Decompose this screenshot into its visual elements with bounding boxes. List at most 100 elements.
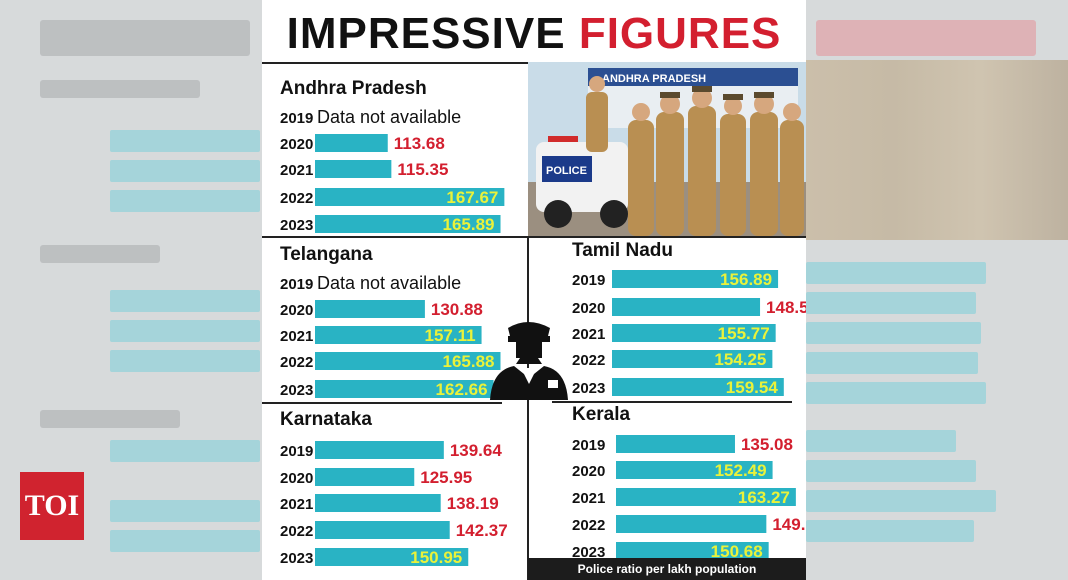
year-label: 2023: [280, 382, 313, 399]
data-label: 150.68: [711, 542, 763, 561]
bar: [315, 160, 392, 178]
police-officer-icon: [490, 322, 568, 400]
year-label: 2019: [572, 272, 605, 289]
bar: [315, 188, 505, 206]
infographic-title: IMPRESSIVE FIGURES: [262, 6, 806, 62]
bar: [616, 461, 773, 479]
bar: [315, 134, 388, 152]
panel-title: Karnataka: [280, 409, 372, 430]
year-label: 2022: [572, 352, 605, 369]
data-label: 142.37: [456, 521, 508, 540]
data-label: 167.67: [446, 188, 498, 207]
year-label: 2022: [572, 517, 605, 534]
bar: [616, 542, 769, 560]
bar: [612, 270, 779, 288]
bar: [315, 326, 482, 344]
panel-divider-left-1: [262, 236, 528, 238]
year-label: 2021: [280, 162, 313, 179]
data-label: 149.60: [772, 515, 806, 534]
panel-divider-right-2: [552, 401, 792, 403]
year-label: 2020: [280, 302, 313, 319]
data-label: 130.88: [431, 300, 483, 319]
year-label: 2020: [280, 470, 313, 487]
panel-karnataka: Karnataka 2019 139.64 2020 125.95 2021 138.19 2…: [280, 409, 508, 567]
year-label: 2021: [572, 326, 605, 343]
year-label: 2020: [572, 463, 605, 480]
data-label: 148.54: [766, 298, 806, 317]
vehicle-sign: POLICE: [546, 165, 587, 177]
year-label: 2019: [280, 443, 313, 460]
bar: [612, 298, 761, 316]
bar: [315, 494, 441, 512]
title-part-2: FIGURES: [578, 9, 782, 58]
year-label: 2020: [280, 136, 313, 153]
title-part-1: IMPRESSIVE: [286, 9, 566, 58]
bar: [315, 441, 444, 459]
bar: [315, 521, 450, 539]
data-label: 155.77: [718, 324, 770, 343]
year-label: 2023: [280, 217, 313, 234]
year-label: 2020: [572, 300, 605, 317]
panel-divider-right-1: [528, 236, 806, 238]
year-label: 2022: [280, 523, 313, 540]
panel-divider-vertical: [527, 236, 529, 580]
data-label: 125.95: [420, 468, 472, 487]
panel-andhra-pradesh: Andhra Pradesh 2019 Data not available2020…: [280, 78, 505, 234]
building-sign: ANDHRA PRADESH: [602, 73, 706, 85]
year-label: 2022: [280, 354, 313, 371]
data-label: 139.64: [450, 441, 503, 460]
panel-title: Telangana: [280, 244, 373, 265]
police-photo: ANDHRA PRADESH POLICE: [528, 62, 806, 236]
panel-title: Andhra Pradesh: [280, 78, 427, 99]
bar: [315, 215, 501, 233]
data-label: 157.11: [424, 326, 475, 345]
year-label: 2021: [280, 496, 313, 513]
bar: [616, 488, 796, 506]
bar: [315, 352, 501, 370]
bar: [612, 378, 784, 396]
year-label: 2019: [280, 276, 313, 293]
panel-title: Tamil Nadu: [572, 240, 673, 261]
data-label: 163.27: [738, 488, 790, 507]
data-label: 138.19: [447, 494, 499, 513]
data-label: 156.89: [720, 270, 772, 289]
year-label: 2023: [572, 380, 605, 397]
year-label: 2021: [280, 328, 313, 345]
bar: [616, 515, 767, 533]
infographic-card: IMPRESSIVE FIGURES ANDHRA PRADESH POLICE: [262, 0, 806, 580]
blurred-background-right: [806, 0, 1068, 580]
year-label: 2021: [572, 490, 605, 507]
data-label: 162.66: [436, 380, 488, 399]
bar: [612, 324, 776, 342]
panel-tamil-nadu: Tamil Nadu 2019 156.89 2020 148.54 2021 155.77…: [572, 240, 806, 397]
data-label: 150.95: [410, 548, 462, 567]
data-label: 113.68: [394, 134, 445, 153]
year-label: 2022: [280, 190, 313, 207]
data-label: 159.54: [726, 378, 779, 397]
year-label: 2023: [280, 550, 313, 567]
panel-title: Kerala: [572, 404, 631, 425]
data-label: 135.08: [741, 435, 793, 454]
data-label: 115.35: [397, 160, 448, 179]
year-label: 2019: [572, 437, 605, 454]
panel-divider-left-2: [262, 402, 502, 404]
chart-footnote: Police ratio per lakh population: [528, 558, 806, 580]
data-label: 152.49: [715, 461, 767, 480]
bar: [315, 300, 425, 318]
year-label: 2023: [572, 544, 605, 561]
bar: [315, 548, 469, 566]
not-available-label: Data not available: [317, 273, 461, 293]
bar: [612, 350, 773, 368]
bar: [315, 468, 415, 486]
year-label: 2019: [280, 110, 313, 127]
data-label: 165.89: [443, 215, 495, 234]
panel-kerala: Kerala 2019 135.08 2020 152.49 2021 163.27 2022…: [572, 404, 806, 561]
data-label: 165.88: [443, 352, 495, 371]
toi-logo: TOI: [20, 472, 84, 540]
data-label: 154.25: [714, 350, 766, 369]
bar: [616, 435, 735, 453]
bar: [315, 380, 494, 398]
not-available-label: Data not available: [317, 107, 461, 127]
